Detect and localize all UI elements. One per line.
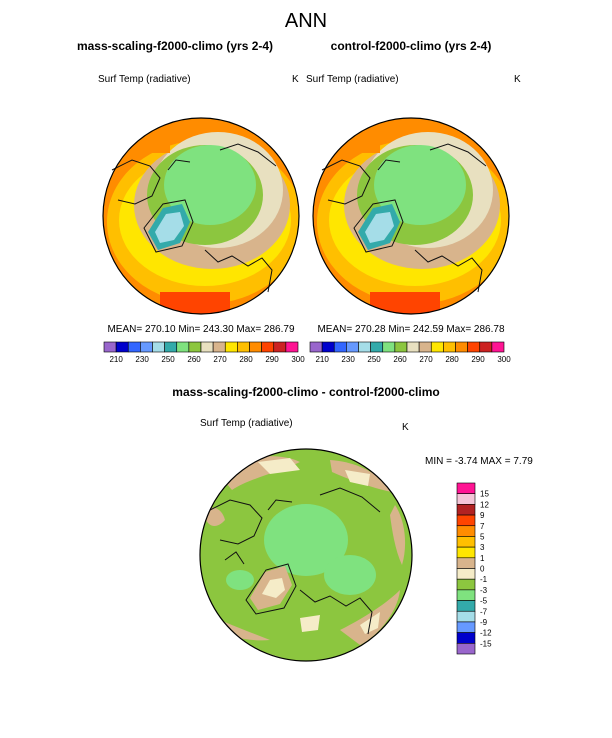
right-units-label: K — [514, 74, 521, 85]
colorbar-tick-label: 9 — [480, 511, 485, 520]
figure-title: ANN — [285, 10, 327, 32]
colorbar-swatch — [491, 341, 505, 353]
colorbar-tick-label: 290 — [265, 355, 279, 364]
colorbar-swatch — [200, 341, 214, 353]
diff-stats: MIN = -3.74 MAX = 7.79 — [425, 456, 533, 467]
colorbar-swatch — [456, 568, 476, 580]
colorbar-tick-label: 230 — [135, 355, 149, 364]
colorbar-tick-label: -12 — [480, 629, 492, 638]
colorbar-tick-label: 280 — [445, 355, 459, 364]
colorbar-tick-label: 290 — [471, 355, 485, 364]
colorbar-tick-label: 270 — [213, 355, 227, 364]
colorbar-tick-label: 300 — [291, 355, 305, 364]
right-colorbar: 210 230 250 260 270 280 290 300 — [309, 341, 511, 364]
left-variable-label: Surf Temp (radiative) — [98, 74, 191, 85]
colorbar-swatch — [140, 341, 153, 353]
left-colorbar: 210 230 250 260 270 280 290 300 — [103, 341, 305, 364]
right-panel-title: control-f2000-climo (yrs 2-4) — [331, 39, 492, 53]
colorbar-swatch — [455, 341, 468, 353]
colorbar-swatch — [467, 341, 481, 353]
colorbar-swatch — [456, 514, 476, 527]
colorbar-tick-label: 210 — [109, 355, 123, 364]
colorbar-tick-label: -5 — [480, 597, 488, 606]
colorbar-tick-label: 260 — [187, 355, 201, 364]
colorbar-swatch — [237, 341, 250, 353]
colorbar-swatch — [456, 493, 476, 505]
colorbar-swatch — [479, 341, 493, 353]
colorbar-swatch — [456, 482, 476, 494]
diff-units-label: K — [402, 422, 409, 433]
colorbar-swatch — [406, 341, 420, 353]
colorbar-swatch — [456, 621, 476, 633]
colorbar-swatch — [309, 341, 323, 353]
left-units-label: K — [292, 74, 299, 85]
colorbar-swatch — [333, 341, 347, 353]
colorbar-tick-label: 260 — [393, 355, 407, 364]
colorbar-swatch — [456, 610, 476, 623]
colorbar-swatch — [456, 600, 476, 612]
colorbar-swatch — [418, 341, 432, 353]
colorbar-swatch — [456, 632, 476, 644]
left-panel-title: mass-scaling-f2000-climo (yrs 2-4) — [77, 39, 273, 53]
colorbar-tick-label: 250 — [161, 355, 175, 364]
colorbar-swatch — [127, 341, 141, 353]
colorbar-swatch — [115, 341, 129, 353]
colorbar-swatch — [382, 341, 396, 353]
diff-panel-title: mass-scaling-f2000-climo - control-f2000… — [172, 385, 439, 399]
colorbar-swatch — [285, 341, 299, 353]
colorbar-swatch — [212, 341, 226, 353]
colorbar-tick-label: -15 — [480, 639, 492, 648]
colorbar-swatch — [321, 341, 335, 353]
colorbar-tick-label: 1 — [480, 554, 485, 563]
left-stats: MEAN= 270.10 Min= 243.30 Max= 286.79 — [107, 324, 295, 335]
colorbar-swatch — [456, 525, 476, 537]
colorbar-swatch — [249, 341, 262, 353]
colorbar-tick-label: 15 — [480, 490, 489, 499]
colorbar-tick-label: 230 — [341, 355, 355, 364]
colorbar-swatch — [152, 341, 165, 353]
colorbar-swatch — [261, 341, 275, 353]
colorbar-swatch — [456, 546, 476, 559]
colorbar-swatch — [188, 341, 202, 353]
colorbar-swatch — [456, 578, 476, 591]
colorbar-tick-label: 280 — [239, 355, 253, 364]
colorbar-swatch — [176, 341, 190, 353]
colorbar-tick-label: 5 — [480, 532, 485, 541]
colorbar-tick-label: 3 — [480, 543, 485, 552]
colorbar-swatch — [456, 504, 476, 516]
colorbar-swatch — [370, 341, 384, 353]
colorbar-swatch — [103, 341, 117, 353]
colorbar-tick-label: -9 — [480, 618, 488, 627]
colorbar-tick-label: -7 — [480, 607, 488, 616]
colorbar-swatch — [456, 589, 476, 601]
colorbar-swatch — [358, 341, 371, 353]
colorbar-swatch — [394, 341, 408, 353]
colorbar-tick-label: -1 — [480, 575, 488, 584]
colorbar-swatch — [273, 341, 287, 353]
colorbar-tick-label: 12 — [480, 500, 489, 509]
colorbar-swatch — [430, 341, 444, 353]
colorbar-swatch — [224, 341, 238, 353]
colorbar-swatch — [346, 341, 359, 353]
colorbar-tick-label: 270 — [419, 355, 433, 364]
colorbar-swatch — [456, 643, 476, 655]
right-stats: MEAN= 270.28 Min= 242.59 Max= 286.78 — [317, 324, 505, 335]
right-polar-map — [312, 117, 510, 315]
right-variable-label: Surf Temp (radiative) — [306, 74, 399, 85]
colorbar-tick-label: 250 — [367, 355, 381, 364]
colorbar-tick-label: 7 — [480, 522, 485, 531]
colorbar-swatch — [456, 536, 476, 548]
colorbar-swatch — [443, 341, 456, 353]
colorbar-swatch — [164, 341, 178, 353]
diff-variable-label: Surf Temp (radiative) — [200, 418, 293, 429]
colorbar-tick-label: 0 — [480, 565, 485, 574]
colorbar-swatch — [456, 557, 476, 569]
colorbar-tick-label: -3 — [480, 586, 488, 595]
colorbar-tick-label: 300 — [497, 355, 511, 364]
difference-polar-map — [199, 448, 413, 662]
left-polar-map — [102, 117, 300, 315]
colorbar-tick-label: 210 — [315, 355, 329, 364]
